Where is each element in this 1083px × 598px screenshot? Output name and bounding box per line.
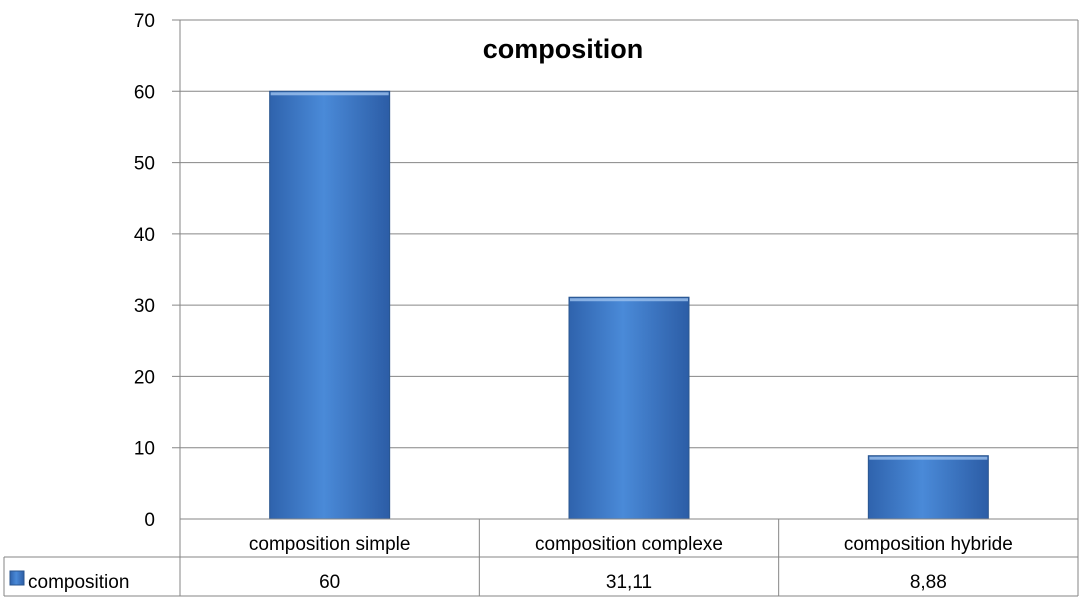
y-tick-label: 20	[134, 367, 155, 388]
legend-swatch	[9, 570, 25, 586]
bar	[269, 90, 391, 520]
value-label: 8,88	[910, 572, 947, 593]
category-label: composition complexe	[535, 534, 723, 555]
value-label: 31,11	[606, 572, 652, 593]
bars	[269, 90, 989, 520]
y-tick-label: 0	[144, 510, 155, 531]
bar	[568, 296, 690, 520]
bar	[867, 455, 989, 520]
bar-highlight	[869, 456, 988, 460]
plot-frame	[179, 19, 1079, 519]
series-name: composition	[28, 572, 129, 593]
bar-highlight	[570, 298, 688, 302]
chart-title: composition	[483, 34, 644, 64]
y-tick-label: 10	[134, 439, 155, 460]
y-tick-label: 30	[134, 296, 155, 317]
y-tick-label: 60	[134, 82, 155, 103]
y-tick-label: 40	[134, 225, 155, 246]
data-table: composition simple composition complexe co…	[3, 518, 1079, 597]
y-tick-label: 70	[134, 11, 155, 32]
bar-highlight	[270, 92, 389, 96]
value-label: 60	[319, 572, 340, 593]
category-label: composition simple	[249, 534, 411, 555]
y-tick-label: 50	[134, 154, 155, 175]
y-axis-ticks: 0 10 20 30 40 50 60 70	[134, 11, 155, 531]
category-label: composition hybride	[844, 534, 1013, 555]
